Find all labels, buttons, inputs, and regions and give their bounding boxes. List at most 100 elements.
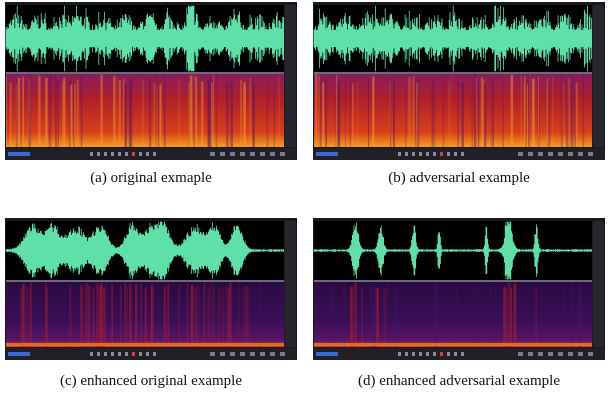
spectrogram-band: [80, 283, 82, 347]
spectrogram-band: [524, 76, 526, 147]
spectrogram-band: [408, 77, 411, 147]
spectrogram-band: [48, 75, 52, 147]
timecode: [316, 352, 338, 356]
zoom-button: [548, 352, 553, 356]
spectrogram-band: [118, 80, 121, 147]
spectrogram-band: [252, 82, 255, 147]
spectrogram-band: [178, 284, 181, 347]
spectrogram-band: [377, 286, 379, 347]
right-scale: [285, 5, 296, 147]
timecode: [8, 352, 30, 356]
spectrogram-band: [155, 84, 158, 147]
spectrogram-band: [186, 283, 189, 347]
spectrogram-band: [526, 84, 528, 147]
spectrogram-band: [416, 79, 420, 147]
spectrogram-band: [193, 75, 195, 147]
spectrogram-band: [165, 287, 167, 347]
zoom-button: [250, 352, 255, 356]
spectrogram-band: [126, 286, 129, 347]
spectrogram-band: [16, 78, 18, 147]
spectrogram-band: [20, 80, 22, 147]
spectrogram-band: [479, 288, 482, 347]
toolbar: [313, 148, 605, 160]
spectrogram-band: [426, 284, 428, 347]
spectrogram-band: [129, 282, 132, 347]
spectrogram-band: [482, 79, 485, 147]
zoom-button: [518, 152, 523, 156]
spectrogram-band: [571, 283, 573, 347]
toolbar-button: [447, 352, 450, 356]
spectrogram-band: [178, 79, 181, 147]
spectrogram-band: [490, 77, 493, 147]
spectrogram-band: [37, 74, 41, 147]
divider: [6, 280, 284, 282]
toolbar-button: [433, 352, 436, 356]
zoom-button: [240, 352, 245, 356]
toolbar-button: [461, 152, 464, 156]
spectrogram-band: [350, 287, 354, 347]
spectrogram-band: [367, 79, 370, 147]
spectrogram-band: [550, 283, 553, 347]
spectrogram-band: [57, 80, 59, 147]
spectrogram-band: [84, 284, 87, 347]
spectrogram-band: [332, 286, 335, 347]
spectrogram-band: [129, 283, 131, 347]
spectrogram-band: [566, 78, 569, 147]
spectrogram-band: [393, 288, 397, 347]
spectrogram-band: [68, 80, 71, 147]
spectrogram-band: [562, 82, 564, 147]
spectrogram-band: [17, 78, 21, 147]
spectrogram-band: [212, 284, 214, 347]
toolbar-button: [118, 152, 121, 156]
spectrogram-band: [461, 82, 464, 147]
zoom-button: [538, 152, 543, 156]
spectrogram: [314, 282, 592, 347]
spectrogram-band: [226, 82, 229, 147]
spectrogram-band: [207, 80, 211, 147]
spectrogram-band: [45, 282, 47, 347]
spectrogram-band: [151, 286, 154, 347]
spectrogram-band: [163, 75, 166, 147]
toolbar-button: [426, 152, 429, 156]
spectrogram-band: [151, 284, 154, 347]
spectrogram-band: [99, 284, 103, 347]
right-scale: [285, 221, 296, 347]
spectrogram-band: [274, 287, 277, 347]
spectrogram-band: [225, 286, 228, 347]
zoom-button: [588, 152, 593, 156]
spectrogram-band: [144, 287, 147, 347]
spectrogram-band: [68, 288, 71, 347]
toolbar-button: [139, 152, 142, 156]
toolbar-button: [97, 352, 100, 356]
toolbar-button: [97, 152, 100, 156]
spectrogram-band: [191, 284, 193, 347]
caption: (a) original exmaple: [90, 170, 212, 186]
spectrogram-band: [61, 81, 65, 147]
spectrogram-band: [442, 80, 445, 147]
waveform: [5, 5, 284, 72]
toolbar-button: [440, 352, 443, 356]
spectrogram-band: [73, 83, 76, 147]
spectrogram-band: [82, 287, 84, 347]
toolbar-button: [440, 152, 443, 156]
zoom-button: [210, 352, 215, 356]
spectrogram-band: [503, 287, 507, 347]
spectrogram-band: [23, 284, 24, 347]
spectrogram-band: [266, 84, 269, 147]
spectrogram-band: [537, 76, 539, 147]
spectrogram-band: [9, 82, 12, 147]
spectrogram-band: [69, 284, 72, 347]
spectrogram-band: [397, 282, 399, 347]
spectrogram-band: [532, 79, 535, 147]
zoom-button: [528, 152, 533, 156]
spectrogram-band: [62, 79, 65, 147]
spectrogram-band: [315, 74, 318, 147]
spectrogram-band: [435, 285, 439, 347]
spectrogram-band: [187, 81, 191, 147]
spectrogram-band: [361, 287, 363, 347]
spectrogram-band: [412, 76, 415, 147]
spectrogram-band: [212, 74, 214, 147]
spectrogram-band: [279, 286, 282, 347]
spectrogram-band: [243, 84, 246, 147]
